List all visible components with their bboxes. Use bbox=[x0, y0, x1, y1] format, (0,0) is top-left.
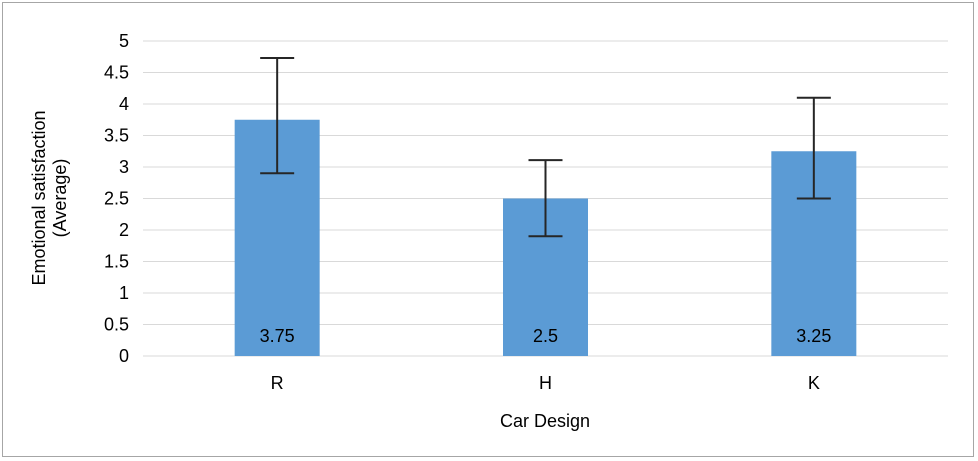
data-labels: 3.75 2.5 3.25 bbox=[260, 326, 832, 346]
error-bar-h bbox=[528, 159, 563, 238]
y-tick-labels: 0 0.5 1 1.5 2 2.5 3 3.5 4 4.5 5 bbox=[104, 31, 129, 366]
y-tick-label: 1.5 bbox=[104, 252, 129, 272]
y-axis-title: Emotional satisfaction (Average) bbox=[29, 110, 70, 285]
y-tick-label: 3 bbox=[119, 157, 129, 177]
y-tick-label: 4.5 bbox=[104, 63, 129, 83]
x-tick-label: H bbox=[539, 373, 552, 393]
x-tick-label: K bbox=[808, 373, 820, 393]
y-axis-title-line-2: (Average) bbox=[50, 159, 70, 238]
y-axis-title-line-1: Emotional satisfaction bbox=[29, 110, 49, 285]
x-tick-label: R bbox=[271, 373, 284, 393]
x-axis-title: Car Design bbox=[500, 411, 590, 431]
y-tick-label: 2 bbox=[119, 220, 129, 240]
data-label: 2.5 bbox=[533, 326, 558, 346]
y-tick-label: 1 bbox=[119, 283, 129, 303]
y-tick-label: 3.5 bbox=[104, 126, 129, 146]
data-label: 3.25 bbox=[796, 326, 831, 346]
y-tick-label: 5 bbox=[119, 31, 129, 51]
error-bar-r bbox=[260, 57, 295, 175]
y-tick-label: 0 bbox=[119, 346, 129, 366]
data-label: 3.75 bbox=[260, 326, 295, 346]
bars bbox=[234, 119, 857, 356]
error-bars bbox=[260, 57, 831, 238]
y-tick-label: 0.5 bbox=[104, 315, 129, 335]
y-tick-label: 4 bbox=[119, 94, 129, 114]
error-bar-k bbox=[796, 96, 831, 200]
y-tick-label: 2.5 bbox=[104, 189, 129, 209]
